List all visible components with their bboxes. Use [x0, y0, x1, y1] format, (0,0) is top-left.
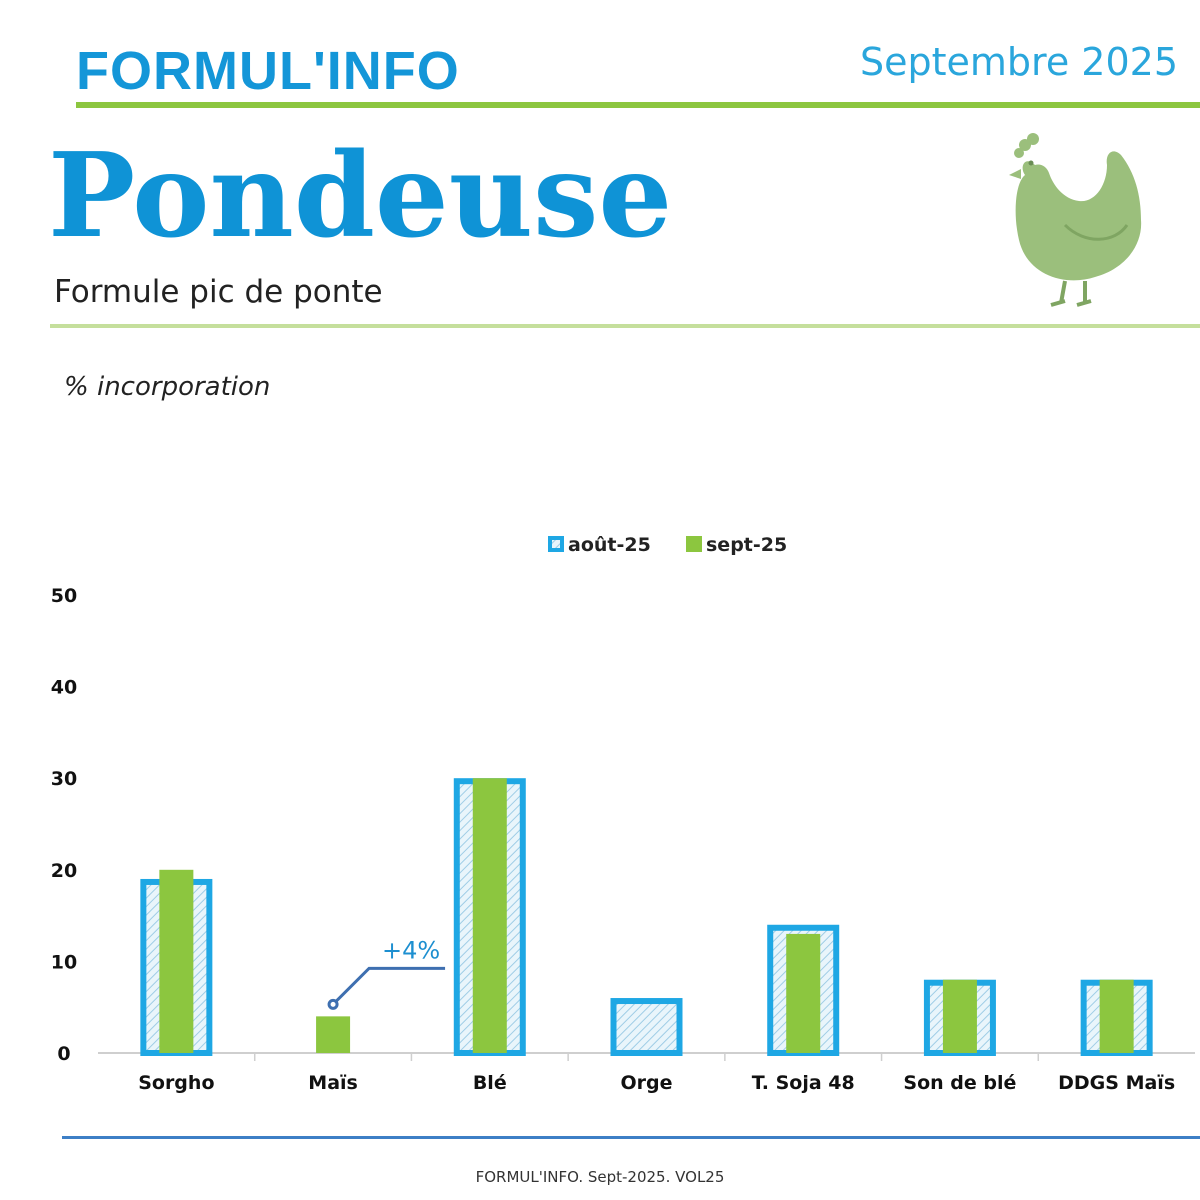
y-tick-label: 40	[51, 677, 77, 699]
y-tick-label: 20	[51, 860, 77, 882]
annotation-label: +4%	[382, 936, 440, 964]
x-tick-label: Sorgho	[138, 1072, 214, 1094]
bar-sept-25	[1099, 979, 1134, 1053]
y-axis-label: % incorporation	[64, 372, 271, 402]
chart-legend: août-25 sept-25	[548, 534, 787, 556]
legend-swatch-hatch	[552, 540, 560, 548]
page-subtitle: Formule pic de ponte	[54, 274, 383, 310]
bar-sept-25	[159, 869, 194, 1053]
page-title: Pondeuse	[48, 128, 673, 264]
x-tick-label: Blé	[473, 1072, 507, 1094]
bar-sept-25	[942, 979, 977, 1053]
bar-août-25	[610, 998, 683, 1056]
x-tick-label: Maïs	[308, 1072, 358, 1094]
x-tick-label: T. Soja 48	[752, 1072, 855, 1094]
title-divider	[50, 324, 1200, 328]
y-tick-label: 0	[57, 1043, 70, 1065]
legend-swatch-sept-25	[686, 536, 702, 552]
annotation-leader	[332, 966, 446, 1006]
x-tick-label: DDGS Maïs	[1058, 1072, 1175, 1094]
legend-label: août-25	[568, 534, 651, 556]
x-axis-ticks: Sorgho Maïs Blé Orge T. Soja 48 Son de blé DDG…	[138, 1053, 1175, 1094]
x-tick-label: Son de blé	[903, 1072, 1016, 1094]
y-tick-label: 30	[51, 768, 77, 790]
bars	[140, 778, 1153, 1057]
bar-sept-25	[472, 778, 507, 1053]
annotation-anchor	[327, 998, 339, 1010]
footer-divider	[62, 1136, 1200, 1139]
chart-annotations: +4%	[327, 936, 446, 1010]
issue-date: Septembre 2025	[860, 40, 1178, 84]
y-tick-label: 50	[51, 585, 77, 607]
x-tick-label: Orge	[620, 1072, 672, 1094]
y-axis-ticks: 0 10 20 30 40 50	[51, 585, 77, 1065]
bar-sept-25	[316, 1016, 351, 1053]
bar-sept-25	[786, 933, 821, 1053]
hen-icon	[1009, 133, 1142, 307]
header-divider	[76, 102, 1200, 108]
brand-logo: FORMUL'INFO	[76, 41, 460, 101]
footer-text: FORMUL'INFO. Sept-2025. VOL25	[475, 1168, 725, 1186]
legend-label: sept-25	[706, 534, 787, 556]
y-tick-label: 10	[51, 951, 77, 973]
